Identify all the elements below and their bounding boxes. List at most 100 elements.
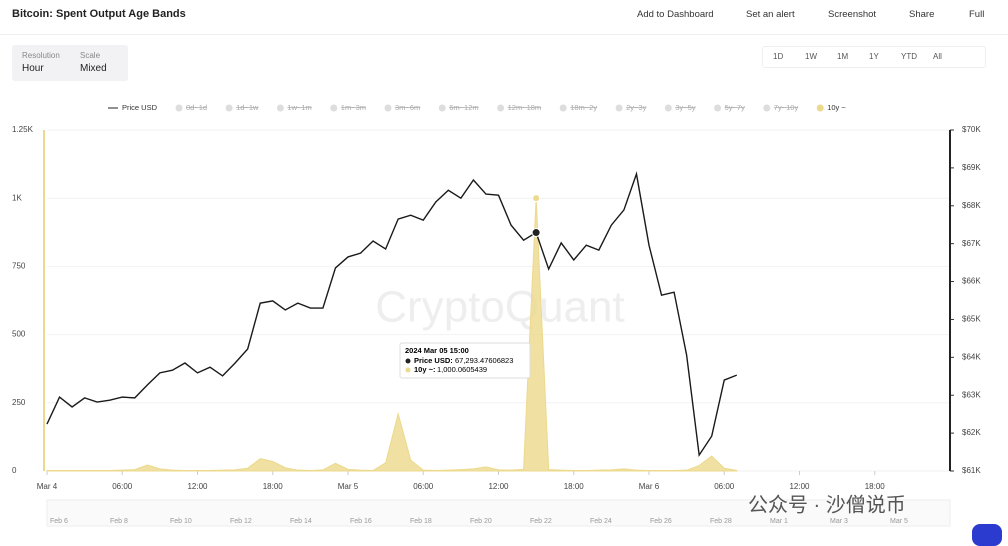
legend-label[interactable]: 12m~18m: [508, 103, 542, 112]
legend-label[interactable]: 10y ~: [827, 103, 846, 112]
x-tick-label: Mar 6: [639, 482, 660, 491]
page-title: Bitcoin: Spent Output Age Bands: [12, 8, 186, 20]
legend-swatch: [497, 104, 505, 112]
action[interactable]: Screenshot: [828, 9, 877, 20]
navigator: [46, 499, 951, 527]
overlay-text: 公众号 · 沙僧说币: [748, 493, 906, 516]
y2-tick-label: $66K: [962, 277, 981, 286]
navigator-label: Feb 22: [530, 518, 552, 525]
legend-swatch: [384, 104, 392, 112]
navigator-label: Feb 18: [410, 518, 432, 525]
y2-tick-label: $64K: [962, 352, 981, 361]
legend-label[interactable]: 1d~1w: [236, 103, 259, 112]
action[interactable]: Full: [969, 9, 985, 20]
legend-label[interactable]: 1m~3m: [341, 103, 366, 112]
legend-label[interactable]: 0d~1d: [186, 103, 207, 112]
y2-tick-label: $67K: [962, 239, 981, 248]
legend-label[interactable]: 1w~1m: [287, 103, 311, 112]
navigator-label: Feb 8: [110, 518, 128, 525]
resolution-select[interactable]: Hour: [22, 63, 44, 74]
legend-swatch: [330, 104, 338, 112]
action[interactable]: Share: [909, 9, 935, 20]
navigator-label: Feb 14: [290, 518, 312, 525]
x-tick-label: 12:00: [187, 482, 208, 491]
tooltip-title: 2024 Mar 05 15:00: [405, 346, 469, 355]
x-tick-label: 18:00: [865, 482, 886, 491]
action[interactable]: Set an alert: [746, 9, 795, 20]
legend-label[interactable]: 7y~10y: [774, 103, 799, 112]
range-button[interactable]: 1D: [773, 52, 784, 61]
legend-label[interactable]: 3m~6m: [395, 103, 420, 112]
tooltip-dot: [405, 358, 411, 364]
navigator-label: Feb 24: [590, 518, 612, 525]
legend-label[interactable]: 2y~3y: [626, 103, 646, 112]
hover-point: [531, 228, 541, 238]
x-tick-label: 06:00: [112, 482, 133, 491]
x-tick-label: 18:00: [263, 482, 284, 491]
legend-swatch: [714, 104, 722, 112]
legend-swatch: [276, 104, 284, 112]
legend-swatch: [664, 104, 672, 112]
legend-swatch: [559, 104, 567, 112]
area: [46, 198, 738, 472]
y-tick-label: 0: [12, 466, 17, 475]
navigator-label: Feb 12: [230, 518, 252, 525]
navigator-label: Mar 3: [830, 518, 848, 525]
tooltip-name: 10y ~:: [414, 365, 435, 374]
range-buttons: 1D 1W 1M 1Y YTD All: [762, 46, 986, 68]
x-tick-label: Mar 4: [37, 482, 58, 491]
legend-label[interactable]: 5y~7y: [725, 103, 745, 112]
x-tick-label: 06:00: [413, 482, 434, 491]
range-button[interactable]: All: [933, 52, 942, 61]
tooltip-box: [399, 342, 531, 379]
navigator-label: Feb 16: [350, 518, 372, 525]
legend-swatch: [225, 104, 233, 112]
tooltip-value: 1,000.0605439: [437, 365, 487, 374]
navigator-label: Mar 1: [770, 518, 788, 525]
y-tick-label: 1K: [12, 193, 22, 202]
y2-tick-label: $69K: [962, 163, 981, 172]
x-tick-label: 12:00: [488, 482, 509, 491]
x-tick-label: 18:00: [564, 482, 585, 491]
y2-tick-label: $62K: [962, 428, 981, 437]
legend-label[interactable]: 3y~5y: [675, 103, 695, 112]
range-button[interactable]: 1W: [805, 52, 817, 61]
range-button[interactable]: YTD: [901, 52, 917, 61]
control-label: Scale: [80, 51, 101, 60]
x-tick-label: Mar 5: [338, 482, 359, 491]
hover-point: [532, 194, 541, 203]
range-button[interactable]: 1M: [837, 52, 849, 61]
legend-label[interactable]: 6m~12m: [449, 103, 478, 112]
scale-select[interactable]: Mixed: [80, 63, 107, 74]
watermark: CryptoQuant: [375, 283, 624, 332]
navigator-label: Feb 6: [50, 518, 68, 525]
navigator-label: Feb 26: [650, 518, 672, 525]
y2-tick-label: $63K: [962, 390, 981, 399]
legend-swatch: [175, 104, 183, 112]
legend-swatch: [438, 104, 446, 112]
x-tick-label: 12:00: [789, 482, 810, 491]
y2-tick-label: $61K: [962, 466, 981, 475]
y-tick-label: 250: [12, 398, 26, 407]
price-line: [46, 171, 738, 458]
range-button[interactable]: 1Y: [869, 52, 879, 61]
control-label: Resolution: [22, 51, 60, 60]
navigator-label: Feb 10: [170, 518, 192, 525]
navigator-label: Feb 20: [470, 518, 492, 525]
navigator-label: Mar 5: [890, 518, 908, 525]
y-tick-label: 500: [12, 330, 26, 339]
top-bar: Bitcoin: Spent Output Age Bands Add to D…: [0, 0, 1008, 35]
legend-label[interactable]: Price USD: [122, 103, 158, 112]
legend-swatch: [763, 104, 771, 112]
tooltip-dot: [405, 367, 411, 373]
x-tick-label: 06:00: [714, 482, 735, 491]
chat-button: [972, 524, 1002, 546]
y-tick-label: 750: [12, 262, 26, 271]
tooltip-name: Price USD:: [414, 356, 453, 365]
action[interactable]: Add to Dashboard: [637, 9, 714, 20]
legend-swatch: [615, 104, 623, 112]
legend-label[interactable]: 18m~2y: [570, 103, 597, 112]
